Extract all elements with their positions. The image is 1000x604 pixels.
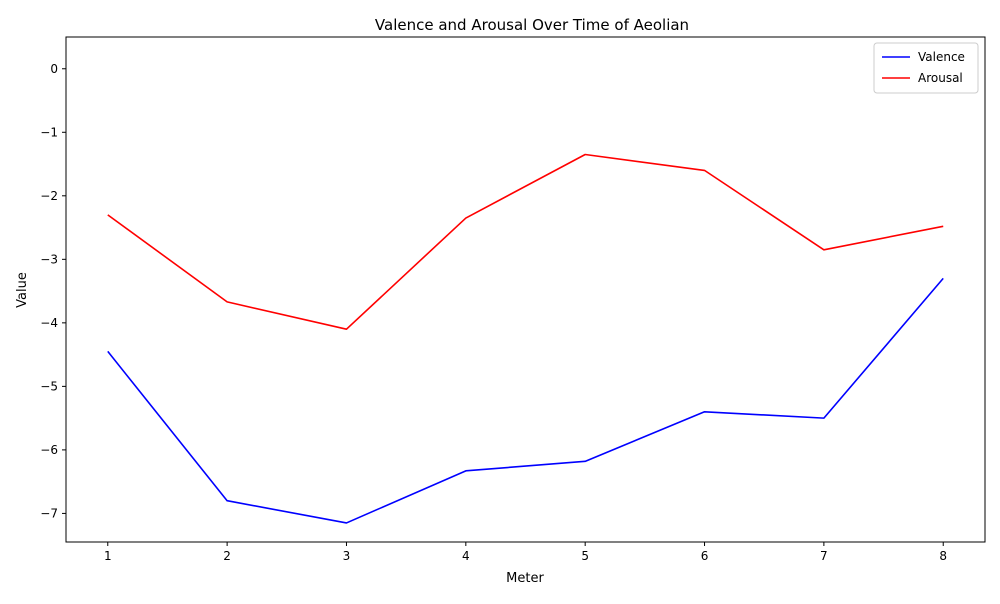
x-tick-label: 8 xyxy=(939,549,947,563)
x-axis: 1 2 3 4 5 6 7 8 xyxy=(104,542,947,563)
y-axis: 0 −1 −2 −3 −4 −5 −6 −7 xyxy=(40,62,66,521)
y-tick-label: −6 xyxy=(40,443,58,457)
y-tick-label: −4 xyxy=(40,316,58,330)
chart-title: Valence and Arousal Over Time of Aeolian xyxy=(375,16,689,34)
series-line-valence xyxy=(108,278,943,523)
y-tick-label: −5 xyxy=(40,379,58,393)
y-tick-label: −3 xyxy=(40,252,58,266)
legend-label-valence: Valence xyxy=(918,50,965,64)
y-tick-label: −1 xyxy=(40,125,58,139)
x-tick-label: 3 xyxy=(343,549,351,563)
series-line-arousal xyxy=(108,155,943,330)
x-tick-label: 1 xyxy=(104,549,112,563)
x-tick-label: 6 xyxy=(701,549,709,563)
y-tick-label: 0 xyxy=(50,62,58,76)
x-tick-label: 5 xyxy=(581,549,589,563)
y-tick-label: −2 xyxy=(40,189,58,203)
x-tick-label: 4 xyxy=(462,549,470,563)
legend: Valence Arousal xyxy=(874,43,978,93)
series-lines xyxy=(108,155,943,523)
y-axis-label: Value xyxy=(15,272,30,308)
x-axis-label: Meter xyxy=(506,571,544,586)
y-tick-label: −7 xyxy=(40,506,58,520)
legend-label-arousal: Arousal xyxy=(918,71,963,85)
x-tick-label: 7 xyxy=(820,549,828,563)
x-tick-label: 2 xyxy=(223,549,231,563)
